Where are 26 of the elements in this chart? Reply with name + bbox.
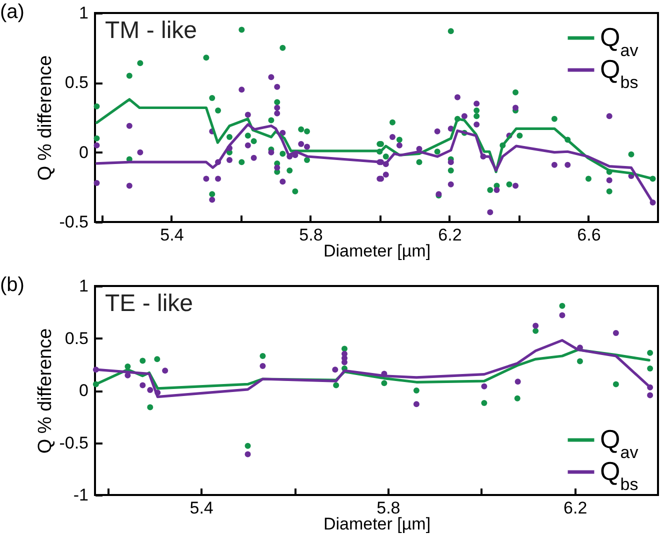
y-tick-label: 0 <box>79 381 88 400</box>
y-tick-label: 1 <box>79 276 88 296</box>
y-tick-label: 0 <box>79 142 88 162</box>
y-tick-label: 0.5 <box>64 328 88 348</box>
legend-label: Q$_{av}$ <box>600 424 639 462</box>
x-axis-title: Diameter [µm] <box>323 514 431 534</box>
x-tick-label: 6.6 <box>577 226 601 244</box>
legend-label: Q$_{av}$ <box>600 22 639 60</box>
x-axis-title: Diameter [µm] <box>323 242 431 260</box>
y-tick-label: 0.5 <box>64 73 88 92</box>
chart-title: (a) <box>0 1 24 23</box>
y-axis-title: Q % difference <box>35 328 56 454</box>
x-tick-label: 5.4 <box>190 498 214 518</box>
x-tick-label: 5.4 <box>160 226 184 244</box>
y-tick-label: -1 <box>73 486 88 504</box>
x-tick-label: 5.8 <box>299 226 323 244</box>
x-tick-label: 6.2 <box>564 498 588 518</box>
x-tick-label: 5.8 <box>376 498 400 518</box>
y-tick-label: 1 <box>79 4 88 22</box>
annotation: TM - like <box>105 17 197 44</box>
y-tick-label: -0.5 <box>59 433 88 452</box>
x-tick-label: 6.2 <box>438 226 462 244</box>
annotation: TE - like <box>105 290 194 317</box>
chart-title: (b) <box>0 274 24 296</box>
y-axis-title: Q % difference <box>35 55 56 181</box>
y-tick-label: -0.5 <box>59 212 88 232</box>
